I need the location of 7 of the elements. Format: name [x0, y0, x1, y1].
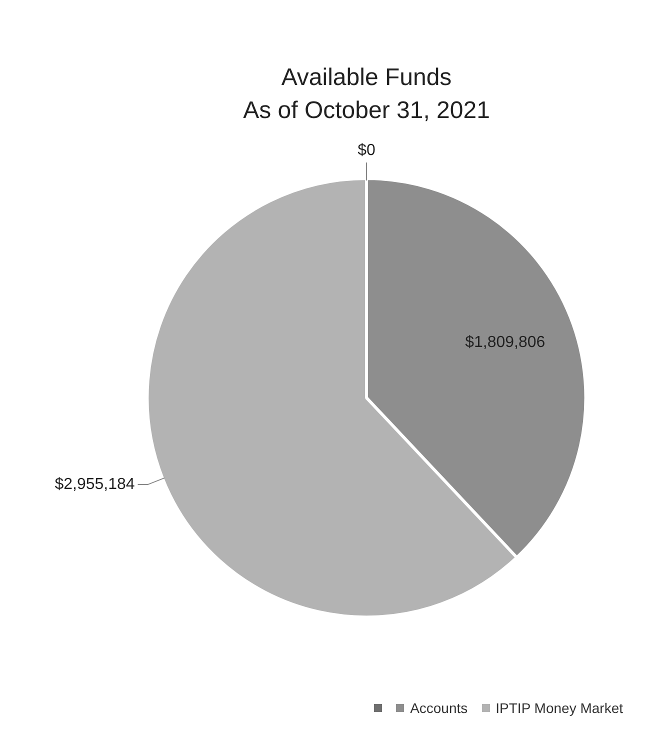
legend-label: Accounts — [410, 700, 468, 716]
chart-title: Available Funds — [281, 64, 452, 92]
chart-subtitle: As of October 31, 2021 — [243, 96, 490, 124]
data-label: $2,955,184 — [54, 476, 135, 493]
text: $0 — [358, 142, 376, 159]
data-label: $1,809,806 — [465, 334, 546, 352]
legend-label: IPTIP Money Market — [496, 700, 623, 716]
